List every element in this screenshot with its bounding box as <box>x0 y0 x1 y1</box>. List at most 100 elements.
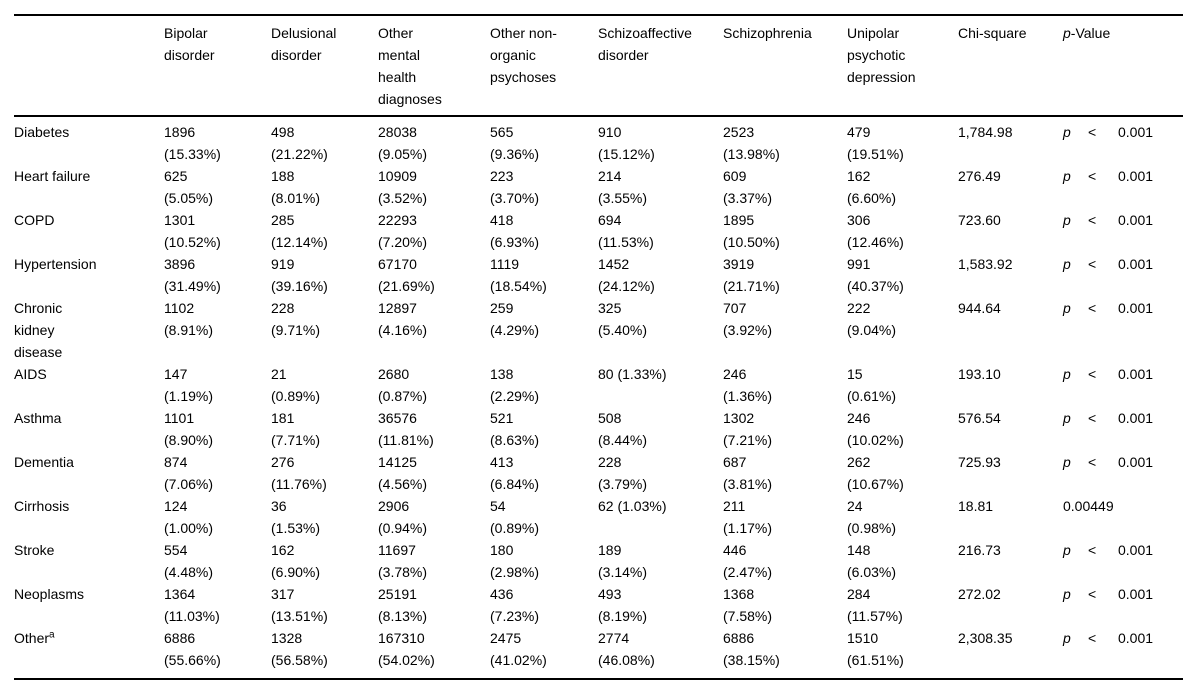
data-cell: 498 (21.22%) <box>271 116 378 165</box>
cell-percent: (10.02%) <box>847 432 904 448</box>
row-label-text: Cirrhosis <box>14 495 102 517</box>
data-cell: 189 (3.14%) <box>598 539 723 583</box>
table-row-neoplasms: Neoplasms 1364 (11.03%) 317 (13.51%) 25191 (8.… <box>14 583 1183 627</box>
cell-percent: (46.08%) <box>598 652 655 668</box>
cell-count: 36576 <box>378 410 417 426</box>
data-cell: 14125 (4.56%) <box>378 451 490 495</box>
cell-count: 228 <box>598 454 622 470</box>
row-label-text: Chronic kidney disease <box>14 297 102 363</box>
p-value-text: p <0.001 <box>1063 121 1183 143</box>
chi-square-value: 1,583.92 <box>958 256 1013 272</box>
cell-percent: (0.87%) <box>378 388 428 404</box>
p-symbol: p <box>1063 253 1088 275</box>
p-value-cell: p <0.001 <box>1063 253 1183 297</box>
cell-percent: (8.63%) <box>490 432 540 448</box>
cell-count: 565 <box>490 124 514 140</box>
cell-percent: (1.36%) <box>723 388 773 404</box>
cell-percent: (3.37%) <box>723 190 773 206</box>
table-row-hypertension: Hypertension 3896 (31.49%) 919 (39.16%) 67170… <box>14 253 1183 297</box>
cell-count: 10909 <box>378 168 417 184</box>
cell-percent: (6.93%) <box>490 234 540 250</box>
column-header-schizophrenia: Schizophrenia <box>723 15 847 117</box>
cell-percent: (4.48%) <box>164 564 214 580</box>
cell-percent: (0.89%) <box>490 520 540 536</box>
data-cell: 22293 (7.20%) <box>378 209 490 253</box>
data-cell: 148 (6.03%) <box>847 539 958 583</box>
chi-square-cell: 276.49 <box>958 165 1063 209</box>
row-label-copd: COPD <box>14 209 164 253</box>
column-header-bipolar-disorder: Bipolar disorder <box>164 15 271 117</box>
data-cell: 418 (6.93%) <box>490 209 598 253</box>
cell-count: 991 <box>847 256 871 272</box>
data-cell: 228 (3.79%) <box>598 451 723 495</box>
chi-square-value: 276.49 <box>958 168 1001 184</box>
data-cell: 262 (10.67%) <box>847 451 958 495</box>
p-value: 0.001 <box>1118 168 1154 184</box>
p-value-text: p <0.001 <box>1063 209 1183 231</box>
chi-square-value: 723.60 <box>958 212 1001 228</box>
chi-square-value: 576.54 <box>958 410 1001 426</box>
italic-p: p <box>1063 454 1071 470</box>
cell-count: 6886 <box>723 630 755 646</box>
cell-count: 436 <box>490 586 514 602</box>
chi-square-cell: 193.10 <box>958 363 1063 407</box>
cell-percent: (3.92%) <box>723 322 773 338</box>
data-cell: 11697 (3.78%) <box>378 539 490 583</box>
cell-count: 418 <box>490 212 514 228</box>
cell-count: 1896 <box>164 124 196 140</box>
column-header-schizoaffective-disorder: Schizoaffective disorder <box>598 15 723 117</box>
column-header-other-non-organic-psychoses: Other non-organic psychoses <box>490 15 598 117</box>
data-cell: 479 (19.51%) <box>847 116 958 165</box>
p-value: 0.001 <box>1118 410 1154 426</box>
p-value-text: p <0.001 <box>1063 363 1183 385</box>
cell-count: 413 <box>490 454 514 470</box>
cell-percent: (21.71%) <box>723 278 780 294</box>
cell-count: 228 <box>271 300 295 316</box>
cell-percent: (40.37%) <box>847 278 904 294</box>
cell-count: 276 <box>271 454 295 470</box>
data-cell: 167310 (54.02%) <box>378 627 490 679</box>
data-cell: 188 (8.01%) <box>271 165 378 209</box>
cell-count: 1368 <box>723 586 755 602</box>
table-row-stroke: Stroke 554 (4.48%) 162 (6.90%) 11697 (3.78%) 18… <box>14 539 1183 583</box>
cell-percent: (7.06%) <box>164 476 214 492</box>
italic-p: p <box>1063 586 1071 602</box>
cell-percent: (6.84%) <box>490 476 540 492</box>
cell-percent: (8.90%) <box>164 432 214 448</box>
cell-percent: (1.19%) <box>164 388 214 404</box>
cell-count: 919 <box>271 256 295 272</box>
p-operator: < <box>1088 454 1097 470</box>
p-value: 0.001 <box>1118 300 1154 316</box>
header-label: Other non-organic psychoses <box>490 25 557 85</box>
p-symbol: p <box>1063 451 1088 473</box>
p-value-cell: p <0.001 <box>1063 451 1183 495</box>
row-label-text: COPD <box>14 209 102 231</box>
header-label: Unipolar psychotic depression <box>847 25 916 85</box>
row-label-span: COPD <box>14 212 55 228</box>
italic-p: p <box>1063 542 1071 558</box>
data-cell: 12897 (4.16%) <box>378 297 490 363</box>
row-label-span: Stroke <box>14 542 55 558</box>
row-label-span: AIDS <box>14 366 47 382</box>
p-value-cell: 0.00449 <box>1063 495 1183 539</box>
cell-percent: (19.51%) <box>847 146 904 162</box>
cell-percent: (9.04%) <box>847 322 897 338</box>
cell-count: 2906 <box>378 498 410 514</box>
p-value-cell: p <0.001 <box>1063 297 1183 363</box>
data-cell: 2523 (13.98%) <box>723 116 847 165</box>
italic-p: p <box>1063 168 1071 184</box>
cell-percent: (3.14%) <box>598 564 648 580</box>
cell-percent: (10.52%) <box>164 234 221 250</box>
data-cell: 276 (11.76%) <box>271 451 378 495</box>
cell-percent: (1.53%) <box>271 520 321 536</box>
p-value-text: p <0.001 <box>1063 407 1183 429</box>
cell-count: 325 <box>598 300 622 316</box>
data-cell: 1102 (8.91%) <box>164 297 271 363</box>
row-label-text: Dementia <box>14 451 102 473</box>
cell-percent: (21.69%) <box>378 278 435 294</box>
cell-count: 22293 <box>378 212 417 228</box>
cell-percent: (2.98%) <box>490 564 540 580</box>
data-cell: 2906 (0.94%) <box>378 495 490 539</box>
cell-count: 259 <box>490 300 514 316</box>
